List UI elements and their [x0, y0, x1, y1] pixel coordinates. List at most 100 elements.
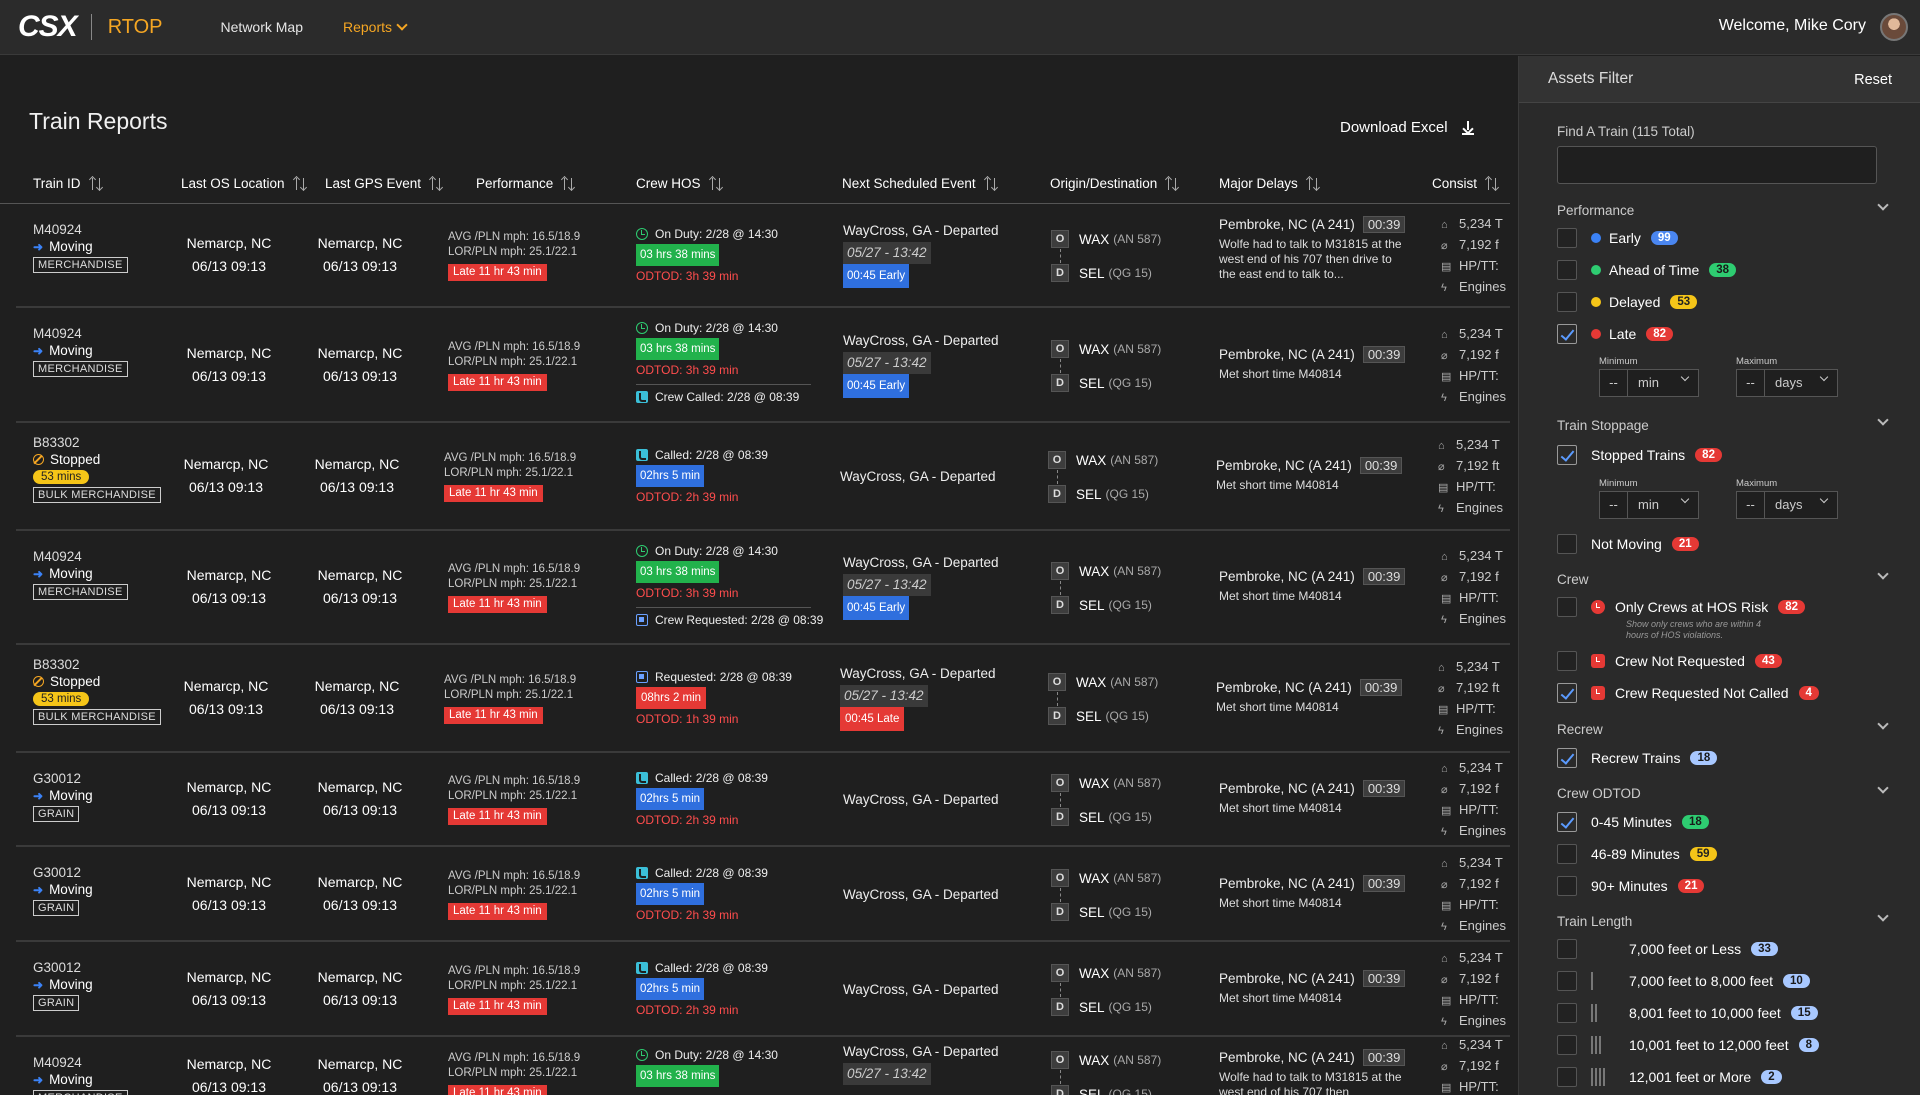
column-header[interactable]: Last GPS Event [325, 175, 444, 191]
origin-code[interactable]: WAX [1076, 452, 1107, 468]
table-row[interactable]: G30012 ➜ Moving GRAIN Nemarcp, NC 06/13 09:13… [16, 753, 1510, 847]
filter-ahead-of-time[interactable]: Ahead of Time 38 [1557, 260, 1737, 280]
filter-not-moving[interactable]: Not Moving 21 [1557, 534, 1699, 554]
sort-icon[interactable] [983, 175, 998, 191]
sort-icon[interactable] [292, 175, 307, 191]
sort-icon[interactable] [1165, 175, 1180, 191]
column-header[interactable]: Train ID [33, 175, 103, 191]
section-crew[interactable]: Crew [1557, 568, 1889, 587]
filter-odtod-2[interactable]: 90+ Minutes 21 [1557, 876, 1705, 896]
origin-code[interactable]: WAX [1079, 965, 1110, 981]
checkbox[interactable] [1557, 534, 1577, 554]
chevron-down-icon[interactable] [1877, 199, 1889, 211]
column-header[interactable]: Next Scheduled Event [842, 175, 998, 191]
download-excel-button[interactable]: Download Excel [1340, 119, 1474, 136]
destination-code[interactable]: SEL [1079, 375, 1105, 391]
maximum-select[interactable]: -- days [1736, 369, 1838, 397]
csx-logo[interactable]: CSX [18, 10, 78, 43]
checkbox[interactable] [1557, 939, 1577, 959]
minimum-select[interactable]: -- min [1599, 491, 1699, 519]
filter-odtod-1[interactable]: 46-89 Minutes 59 [1557, 844, 1717, 864]
checkbox[interactable] [1557, 748, 1577, 768]
filter-crew-requested-not-called[interactable]: Crew Requested Not Called 4 [1557, 683, 1819, 703]
column-header[interactable]: Performance [476, 175, 576, 191]
column-header[interactable]: Major Delays [1219, 175, 1320, 191]
filter-length-3[interactable]: 10,001 feet to 12,000 feet 8 [1557, 1035, 1819, 1055]
avatar[interactable] [1880, 13, 1908, 41]
chevron-down-icon[interactable] [1877, 910, 1889, 922]
origin-code[interactable]: WAX [1076, 674, 1107, 690]
checkbox[interactable] [1557, 228, 1577, 248]
train-id[interactable]: G30012 [33, 960, 82, 975]
section-recrew[interactable]: Recrew [1557, 718, 1889, 737]
origin-code[interactable]: WAX [1079, 231, 1110, 247]
section-crew-odtod[interactable]: Crew ODTOD [1557, 782, 1889, 801]
origin-code[interactable]: WAX [1079, 563, 1110, 579]
nav-network-map[interactable]: Network Map [220, 19, 303, 35]
table-row[interactable]: B83302 Stopped 53 mins BULK MERCHANDISE Nema… [16, 645, 1510, 753]
train-id[interactable]: M40924 [33, 222, 82, 237]
sort-icon[interactable] [1484, 175, 1500, 191]
filter-hos-risk[interactable]: Only Crews at HOS Risk 82 [1557, 597, 1806, 617]
checkbox[interactable] [1557, 683, 1577, 703]
chevron-down-icon[interactable] [1877, 414, 1889, 426]
section-train-length[interactable]: Train Length [1557, 910, 1889, 929]
origin-code[interactable]: WAX [1079, 1052, 1110, 1068]
table-row[interactable]: M40924 ➜ Moving MERCHANDISE Nemarcp, NC 06/13… [16, 1037, 1510, 1095]
chevron-down-icon[interactable] [1877, 718, 1889, 730]
filter-early[interactable]: Early 99 [1557, 228, 1678, 248]
checkbox[interactable] [1557, 971, 1577, 991]
nav-reports[interactable]: Reports [343, 19, 408, 35]
chevron-down-icon[interactable] [1877, 782, 1889, 794]
destination-code[interactable]: SEL [1079, 1086, 1105, 1095]
filter-delayed[interactable]: Delayed 53 [1557, 292, 1698, 312]
table-row[interactable]: M40924 ➜ Moving MERCHANDISE Nemarcp, NC 06/13… [16, 204, 1510, 308]
filter-length-0[interactable]: 7,000 feet or Less 33 [1557, 939, 1778, 959]
section-train-stoppage[interactable]: Train Stoppage [1557, 414, 1889, 433]
table-row[interactable]: M40924 ➜ Moving MERCHANDISE Nemarcp, NC 06/13… [16, 531, 1510, 645]
app-name[interactable]: RTOP [107, 15, 163, 38]
checkbox[interactable] [1557, 1067, 1577, 1087]
train-id[interactable]: G30012 [33, 771, 82, 786]
sort-icon[interactable] [1305, 175, 1320, 191]
train-id[interactable]: G30012 [33, 865, 82, 880]
filter-length-1[interactable]: 7,000 feet to 8,000 feet 10 [1557, 971, 1810, 991]
destination-code[interactable]: SEL [1079, 999, 1105, 1015]
destination-code[interactable]: SEL [1079, 904, 1105, 920]
filter-crew-not-requested[interactable]: Crew Not Requested 43 [1557, 651, 1782, 671]
chevron-down-icon[interactable] [1877, 568, 1889, 580]
train-id[interactable]: B83302 [33, 435, 80, 450]
checkbox[interactable] [1557, 812, 1577, 832]
train-id[interactable]: M40924 [33, 326, 82, 341]
section-performance[interactable]: Performance [1557, 199, 1889, 218]
origin-code[interactable]: WAX [1079, 775, 1110, 791]
table-row[interactable]: B83302 Stopped 53 mins BULK MERCHANDISE Nema… [16, 423, 1510, 531]
origin-code[interactable]: WAX [1079, 870, 1110, 886]
column-header[interactable]: Last OS Location [181, 175, 307, 191]
train-id[interactable]: M40924 [33, 549, 82, 564]
column-header[interactable]: Origin/Destination [1050, 175, 1180, 191]
destination-code[interactable]: SEL [1076, 708, 1102, 724]
filter-late[interactable]: Late 82 [1557, 324, 1674, 344]
destination-code[interactable]: SEL [1076, 486, 1102, 502]
sort-icon[interactable] [561, 175, 576, 191]
checkbox[interactable] [1557, 597, 1577, 617]
checkbox[interactable] [1557, 292, 1577, 312]
sort-icon[interactable] [708, 175, 723, 191]
destination-code[interactable]: SEL [1079, 597, 1105, 613]
origin-code[interactable]: WAX [1079, 341, 1110, 357]
sort-icon[interactable] [429, 175, 444, 191]
filter-recrew-trains[interactable]: Recrew Trains 18 [1557, 748, 1718, 768]
checkbox[interactable] [1557, 844, 1577, 864]
filter-length-4[interactable]: 12,001 feet or More 2 [1557, 1067, 1782, 1087]
filter-length-2[interactable]: 8,001 feet to 10,000 feet 15 [1557, 1003, 1818, 1023]
minimum-select[interactable]: -- min [1599, 369, 1699, 397]
sort-icon[interactable] [88, 175, 103, 191]
find-train-input[interactable] [1557, 146, 1877, 184]
checkbox[interactable] [1557, 260, 1577, 280]
reset-button[interactable]: Reset [1854, 72, 1892, 88]
table-row[interactable]: G30012 ➜ Moving GRAIN Nemarcp, NC 06/13 09:13… [16, 942, 1510, 1037]
checkbox[interactable] [1557, 1035, 1577, 1055]
train-id[interactable]: M40924 [33, 1055, 82, 1070]
checkbox[interactable] [1557, 1003, 1577, 1023]
